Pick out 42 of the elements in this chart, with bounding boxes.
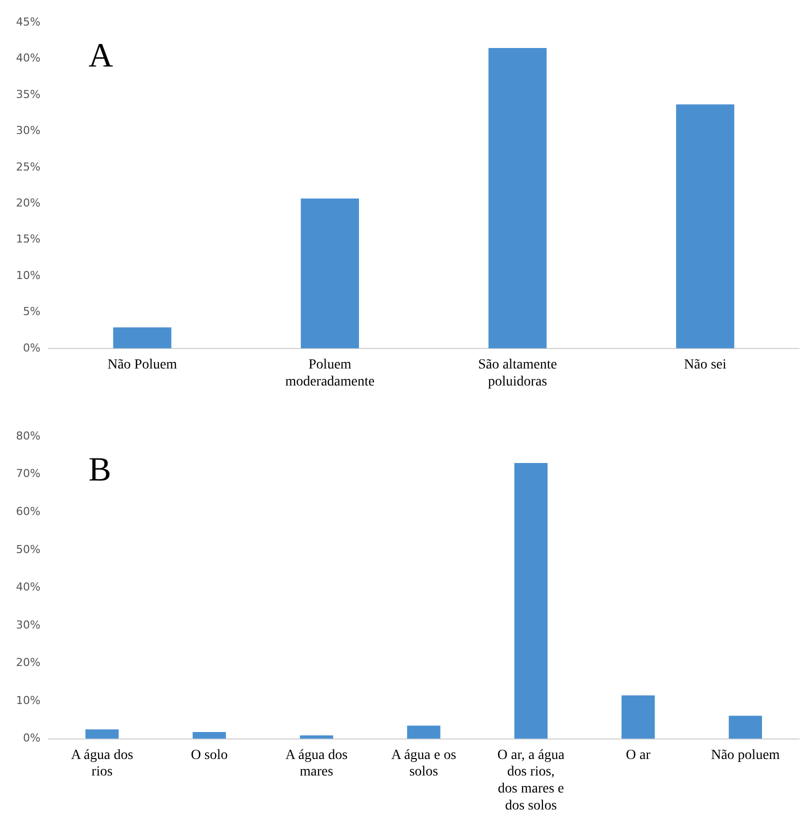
- y-tick-label: 30%: [16, 124, 40, 138]
- bar: [728, 716, 762, 739]
- y-tick-label: 35%: [16, 88, 40, 101]
- x-tick-label: O ar, a água dos rios, dos mares e dos solos: [497, 748, 566, 814]
- x-tick-label: O ar: [626, 748, 651, 763]
- y-tick-label: 80%: [16, 429, 40, 442]
- y-tick-label: 25%: [16, 160, 40, 174]
- bar: [407, 726, 440, 739]
- y-tick-label: 70%: [16, 467, 40, 480]
- bar: [300, 198, 359, 348]
- y-tick-label: 5%: [22, 305, 40, 318]
- annotation: A: [88, 38, 114, 75]
- y-tick-label: 0%: [22, 341, 40, 354]
- y-tick-label: 20%: [16, 196, 40, 210]
- bar: [676, 104, 734, 348]
- y-tick-label: 40%: [16, 52, 40, 65]
- y-tick-label: 10%: [16, 694, 40, 707]
- y-tick-label: 45%: [16, 15, 40, 28]
- bar: [85, 729, 119, 739]
- y-tick-label: 15%: [16, 232, 40, 246]
- bar: [622, 695, 655, 739]
- x-tick-label: Não Poluem: [107, 357, 178, 372]
- bar: [488, 48, 547, 348]
- bar: [514, 463, 548, 739]
- x-tick-label: A água e os solos: [391, 748, 456, 780]
- y-tick-label: 10%: [16, 268, 40, 282]
- y-tick-label: 20%: [16, 656, 40, 670]
- y-tick-label: 30%: [16, 618, 40, 632]
- x-tick-label: Não poluem: [710, 748, 780, 763]
- y-tick-label: 0%: [22, 732, 40, 745]
- x-tick-label: Não sei: [684, 357, 726, 372]
- x-tick-label: A água dos rios: [70, 748, 134, 780]
- y-tick-label: 50%: [16, 542, 40, 556]
- bar: [192, 732, 226, 739]
- x-tick-label: Poluem moderadamente: [285, 357, 375, 390]
- x-tick-label: O solo: [190, 748, 228, 763]
- x-tick-label: A água dos mares: [285, 748, 348, 780]
- y-tick-label: 60%: [16, 505, 40, 518]
- y-tick-label: 40%: [16, 580, 40, 594]
- x-tick-label: São altamente poluidoras: [478, 357, 558, 390]
- annotation: B: [88, 452, 112, 489]
- bar: [113, 327, 172, 348]
